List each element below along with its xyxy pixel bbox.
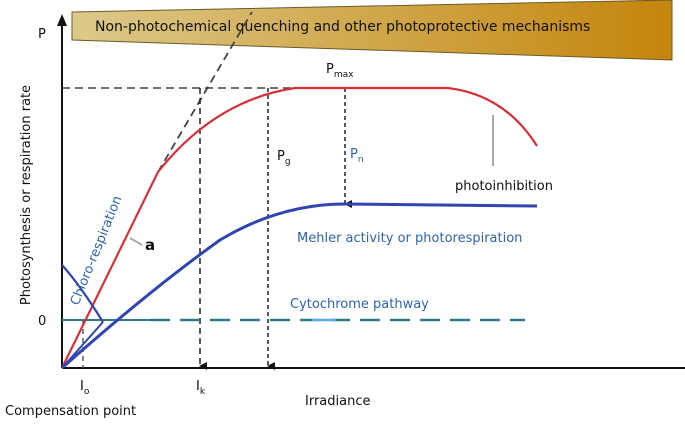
io-label: Io (80, 379, 90, 397)
pg-label: Pg (277, 149, 291, 167)
chlororespiration-curve (61, 264, 104, 323)
a-pointer (129, 237, 143, 246)
mehler-label: Mehler activity or photorespiration (297, 231, 522, 246)
compensation-label: Compensation point (5, 404, 136, 419)
ik-label: Ik (196, 379, 206, 397)
initial-slope (157, 11, 253, 173)
banner-text: Non-photochemical quenching and other ph… (95, 19, 590, 35)
net-curve (61, 202, 538, 370)
zero-label: 0 (38, 314, 46, 329)
pmax-label: Pmax (326, 62, 354, 80)
pn-label: Pn (350, 147, 364, 165)
a-label: a (145, 236, 155, 254)
respiration-line (61, 321, 104, 369)
y-axis-arrow (57, 14, 67, 26)
x-axis-label: Irradiance (305, 394, 370, 409)
gross-curve (61, 86, 538, 369)
chlororespiration-label: Chloro-respiration (68, 194, 126, 308)
y-axis-symbol: P (38, 27, 46, 42)
photoinhibition-label: photoinhibition (455, 179, 553, 194)
cytochrome-label: Cytochrome pathway (290, 297, 429, 312)
banner-shape (71, 0, 673, 61)
y-axis-label: Photosynthesis or respiration rate (19, 85, 34, 305)
